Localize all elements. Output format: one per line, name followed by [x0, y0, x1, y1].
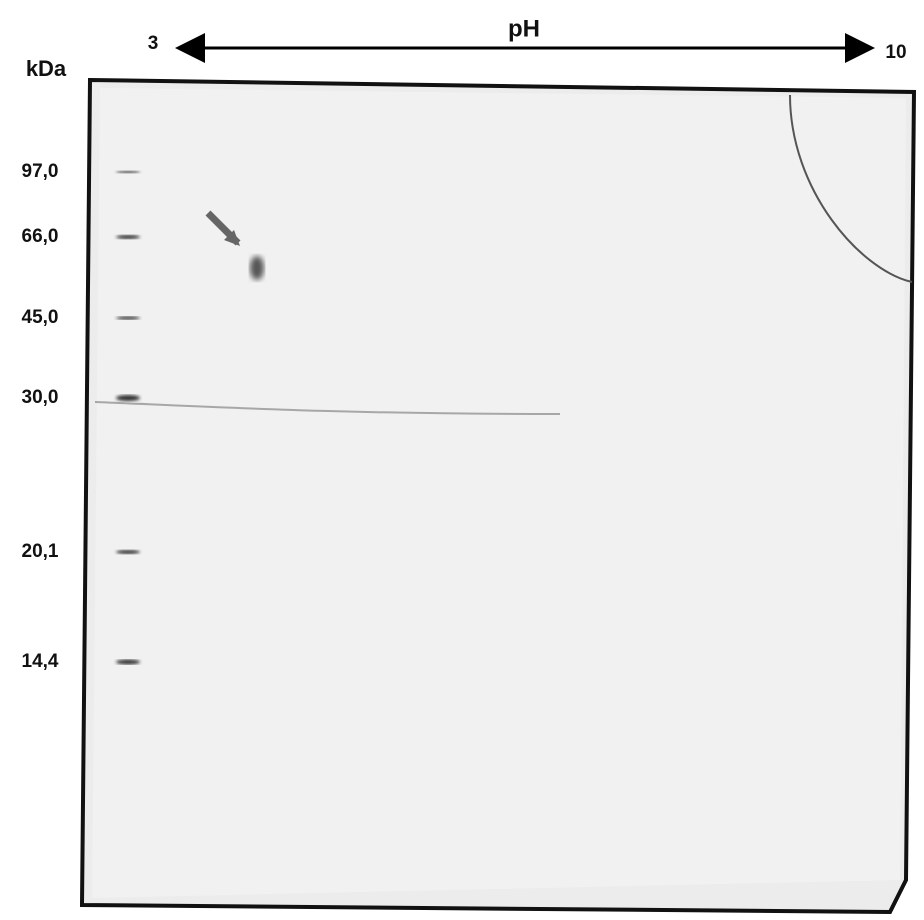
marker-label: 30,0	[22, 387, 59, 408]
unit-label: kDa	[26, 56, 67, 81]
gel-fold	[789, 94, 913, 283]
marker-label: 97,0	[22, 161, 59, 182]
ph-label: pH	[508, 15, 540, 42]
ph-start: 3	[148, 33, 159, 54]
ladder-band	[116, 170, 140, 174]
marker-label: 45,0	[22, 307, 59, 328]
ladder-band	[116, 235, 140, 239]
ladder-band	[116, 395, 140, 401]
ladder-band	[116, 316, 140, 320]
protein-spot	[250, 256, 264, 280]
marker-label: 20,1	[22, 541, 59, 562]
streak	[94, 401, 561, 415]
marker-label: 14,4	[22, 651, 59, 672]
gel-inner	[92, 88, 906, 898]
ph-end: 10	[885, 42, 906, 63]
spot-arrowhead	[224, 230, 240, 246]
ladder-band	[116, 550, 140, 554]
ladder-band	[116, 659, 140, 665]
marker-label: 66,0	[22, 226, 59, 247]
